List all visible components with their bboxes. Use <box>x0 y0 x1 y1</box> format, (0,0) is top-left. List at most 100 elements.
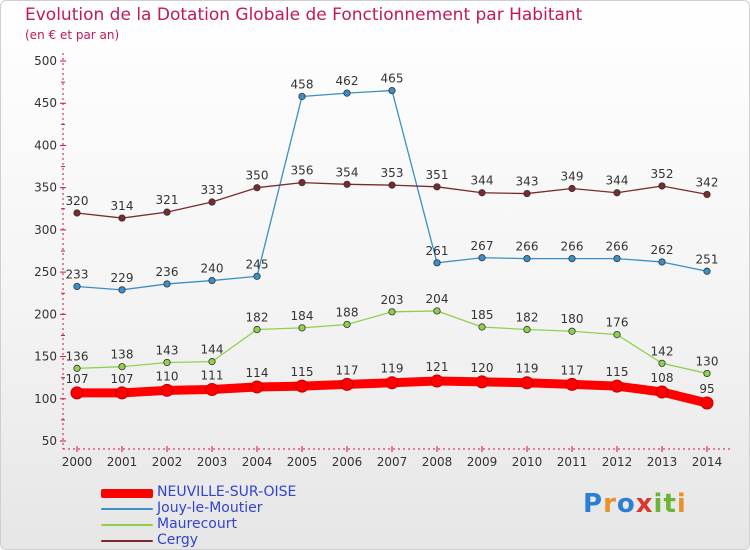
chart-title: Evolution de la Dotation Globale de Fonc… <box>25 5 583 25</box>
data-label: 266 <box>561 240 584 254</box>
x-tick-label: 2010 <box>512 455 543 469</box>
proxiti-logo: Proxiti <box>583 489 687 519</box>
data-point <box>613 255 621 263</box>
logo-letter: o <box>616 489 636 519</box>
data-point <box>613 330 621 339</box>
y-tick-label: 100 <box>34 392 57 406</box>
data-point <box>70 386 84 400</box>
data-label: 229 <box>111 271 134 285</box>
y-tick-label: 200 <box>34 307 57 321</box>
data-point <box>478 254 486 262</box>
data-point <box>253 184 261 192</box>
series-lines <box>70 86 714 410</box>
y-tick-label: 150 <box>34 350 57 364</box>
data-point <box>343 320 351 329</box>
data-label: 344 <box>606 174 629 188</box>
data-label: 314 <box>111 199 134 213</box>
data-label: 462 <box>336 74 359 88</box>
data-point <box>613 189 621 197</box>
y-tick-label: 450 <box>34 96 57 110</box>
data-point <box>475 375 489 389</box>
y-tick-label: 300 <box>34 223 57 237</box>
x-tick-label: 2012 <box>602 455 633 469</box>
x-tick-label: 2001 <box>107 455 138 469</box>
x-tick-label: 2003 <box>197 455 228 469</box>
data-label: 136 <box>66 349 89 363</box>
data-label: 138 <box>111 348 134 362</box>
data-label: 115 <box>291 365 314 379</box>
data-label: 180 <box>561 312 584 326</box>
legend-label: Cergy <box>157 532 199 548</box>
x-tick-label: 2000 <box>62 455 93 469</box>
legend-label: Maurecourt <box>157 516 237 532</box>
data-point <box>115 386 129 400</box>
data-point <box>433 259 441 267</box>
data-point <box>433 307 441 315</box>
data-point <box>433 183 441 191</box>
data-label: 240 <box>201 262 224 276</box>
data-label: 353 <box>381 166 404 180</box>
legend: NEUVILLE-SUR-OISE Jouy-le-Moutier Maurecou… <box>101 484 401 549</box>
data-point <box>658 258 666 266</box>
data-point <box>703 369 711 378</box>
data-point <box>703 267 711 275</box>
data-point <box>205 382 219 396</box>
data-point <box>250 380 264 394</box>
data-label: 465 <box>381 72 404 86</box>
data-point <box>385 376 399 390</box>
data-label: 117 <box>336 363 359 377</box>
data-point <box>73 209 81 217</box>
data-label: 350 <box>246 169 269 183</box>
data-label: 266 <box>516 240 539 254</box>
data-point <box>118 214 126 222</box>
data-label: 349 <box>561 170 584 184</box>
data-label: 176 <box>606 316 629 330</box>
data-point <box>523 255 531 263</box>
data-point <box>163 280 171 288</box>
legend-item: NEUVILLE-SUR-OISE <box>101 484 401 501</box>
data-label: 262 <box>651 243 674 257</box>
data-label: 333 <box>201 183 224 197</box>
data-label: 251 <box>696 252 719 266</box>
data-point <box>610 379 624 393</box>
data-point <box>658 359 666 367</box>
legend-swatch <box>101 488 153 498</box>
data-point <box>703 190 711 199</box>
data-label: 115 <box>606 365 629 379</box>
data-point <box>208 358 216 366</box>
data-point <box>118 363 126 371</box>
logo-letter: P <box>583 489 604 519</box>
data-point <box>565 377 579 391</box>
data-point <box>568 184 576 193</box>
data-point <box>73 364 81 372</box>
data-label: 142 <box>651 344 674 358</box>
series-line-jouy-le-moutier <box>76 89 708 291</box>
data-label: 184 <box>291 309 314 323</box>
data-label: 185 <box>471 308 494 322</box>
data-label: 182 <box>246 311 269 325</box>
data-label: 267 <box>471 239 494 253</box>
data-point <box>298 179 306 187</box>
data-point <box>160 383 174 397</box>
legend-swatch <box>101 540 153 542</box>
data-label: 182 <box>516 311 539 325</box>
data-label: 107 <box>111 372 134 386</box>
data-point <box>163 208 171 216</box>
x-tick-label: 2013 <box>647 455 678 469</box>
data-label: 143 <box>156 343 179 357</box>
data-point <box>298 324 306 332</box>
data-labels: 233 229 236 240 245 458 462 465 261 267 266 266 266 2… <box>66 72 719 396</box>
data-point <box>568 255 576 263</box>
data-label: 117 <box>561 363 584 377</box>
data-point <box>700 396 714 410</box>
data-point <box>388 86 396 95</box>
data-label: 351 <box>426 168 449 182</box>
data-label: 121 <box>426 360 449 374</box>
x-tick-label: 2007 <box>377 455 408 469</box>
logo-letter: x <box>635 489 654 519</box>
legend-swatch <box>101 508 153 510</box>
x-tick-label: 2011 <box>557 455 588 469</box>
data-point <box>343 180 351 188</box>
y-tick-label: 350 <box>34 181 57 195</box>
